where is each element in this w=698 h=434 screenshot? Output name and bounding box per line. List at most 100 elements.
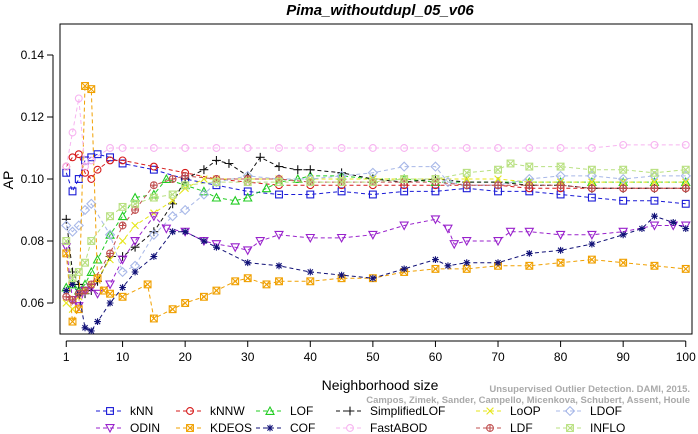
x-axis: 1 10 20 30 40 50 60 70 80 90 100 — [63, 340, 696, 364]
data-point — [681, 199, 690, 208]
data-point — [230, 243, 241, 253]
data-point — [619, 258, 628, 267]
legend-marker — [266, 424, 274, 432]
data-point — [92, 289, 103, 299]
data-point — [525, 261, 534, 270]
legend: kNN kNNW LOF SimplifiedLOF LoOP LDOF ODIN KDEOS… — [96, 404, 625, 434]
data-point — [367, 230, 378, 240]
series-line-inflo — [65, 162, 686, 280]
data-point — [243, 178, 252, 187]
legend-item-fastabod: FastABOD — [336, 421, 428, 434]
data-point — [431, 187, 440, 196]
data-point — [62, 287, 70, 294]
data-point — [506, 159, 515, 168]
legend-marker — [346, 424, 354, 432]
data-point — [68, 317, 77, 326]
data-point — [442, 176, 454, 188]
data-point — [118, 221, 127, 230]
data-point — [524, 227, 535, 237]
x-tick-label: 20 — [178, 350, 192, 364]
data-point — [443, 224, 453, 234]
data-point — [118, 144, 127, 152]
data-point — [149, 314, 158, 323]
data-point — [69, 281, 76, 288]
data-point — [681, 184, 690, 193]
data-point — [161, 173, 172, 183]
data-point — [261, 183, 272, 193]
data-point — [73, 302, 84, 312]
data-point — [463, 259, 471, 267]
data-point — [638, 225, 646, 232]
data-point — [81, 258, 89, 267]
plot-frame — [59, 23, 693, 335]
data-point — [149, 144, 158, 152]
data-point — [231, 277, 240, 286]
legend-label: ODIN — [130, 421, 160, 434]
data-point — [68, 295, 77, 304]
x-tick-label: 90 — [616, 350, 630, 364]
data-point — [306, 268, 314, 276]
legend-label: INFLO — [590, 421, 625, 434]
y-tick-label: 0.06 — [21, 296, 45, 310]
data-point — [167, 211, 178, 222]
data-point — [92, 254, 103, 264]
data-point — [74, 150, 83, 159]
data-point — [306, 277, 315, 286]
data-point — [62, 292, 71, 301]
data-point — [399, 221, 410, 231]
data-point — [680, 221, 691, 231]
x-tick-label: 60 — [429, 350, 443, 364]
data-point — [86, 198, 97, 209]
data-point — [494, 144, 502, 152]
data-point — [199, 292, 208, 301]
data-point — [618, 227, 629, 237]
series-line-lof — [66, 175, 686, 292]
data-point — [118, 202, 127, 211]
data-point — [106, 212, 115, 221]
data-point — [130, 237, 141, 247]
data-point — [62, 237, 71, 245]
data-point — [336, 233, 347, 244]
data-point — [242, 192, 253, 202]
data-point — [131, 268, 139, 276]
series-layer — [61, 82, 691, 335]
chart-title: Pima_withoutdupl_05_v06 — [286, 2, 474, 19]
data-point — [400, 144, 409, 152]
y-tick-label: 0.12 — [21, 110, 45, 124]
data-point — [118, 292, 127, 301]
data-point — [337, 144, 346, 152]
data-point — [681, 165, 690, 174]
data-point — [494, 165, 502, 174]
data-point — [81, 162, 89, 171]
series-line-fastabod — [65, 98, 686, 168]
data-point — [255, 237, 266, 247]
series-line-knn — [65, 153, 686, 205]
data-point — [211, 240, 222, 250]
data-point — [212, 156, 221, 165]
data-point — [73, 220, 84, 231]
data-point — [555, 170, 566, 182]
data-point — [525, 162, 534, 171]
data-point — [74, 305, 83, 314]
data-point — [255, 152, 265, 162]
x-tick-label: 30 — [241, 350, 255, 364]
data-point — [74, 175, 83, 183]
legend-label: LDOF — [590, 404, 622, 418]
series-line-knnw — [65, 153, 686, 189]
series-fastabod — [62, 94, 690, 171]
legend-label: SimplifiedLOF — [370, 404, 445, 418]
data-point — [81, 324, 89, 332]
data-point — [243, 144, 252, 152]
data-point — [106, 299, 114, 307]
data-point — [650, 261, 659, 270]
data-point — [588, 240, 596, 248]
series-line-kdeos — [65, 85, 686, 324]
data-point — [106, 249, 115, 258]
data-point — [117, 211, 128, 221]
data-point — [275, 262, 283, 270]
x-tick-label: 80 — [554, 350, 568, 364]
data-point — [74, 289, 83, 298]
data-point — [305, 165, 315, 175]
data-point — [275, 277, 283, 286]
legend-label: LOF — [290, 404, 313, 418]
